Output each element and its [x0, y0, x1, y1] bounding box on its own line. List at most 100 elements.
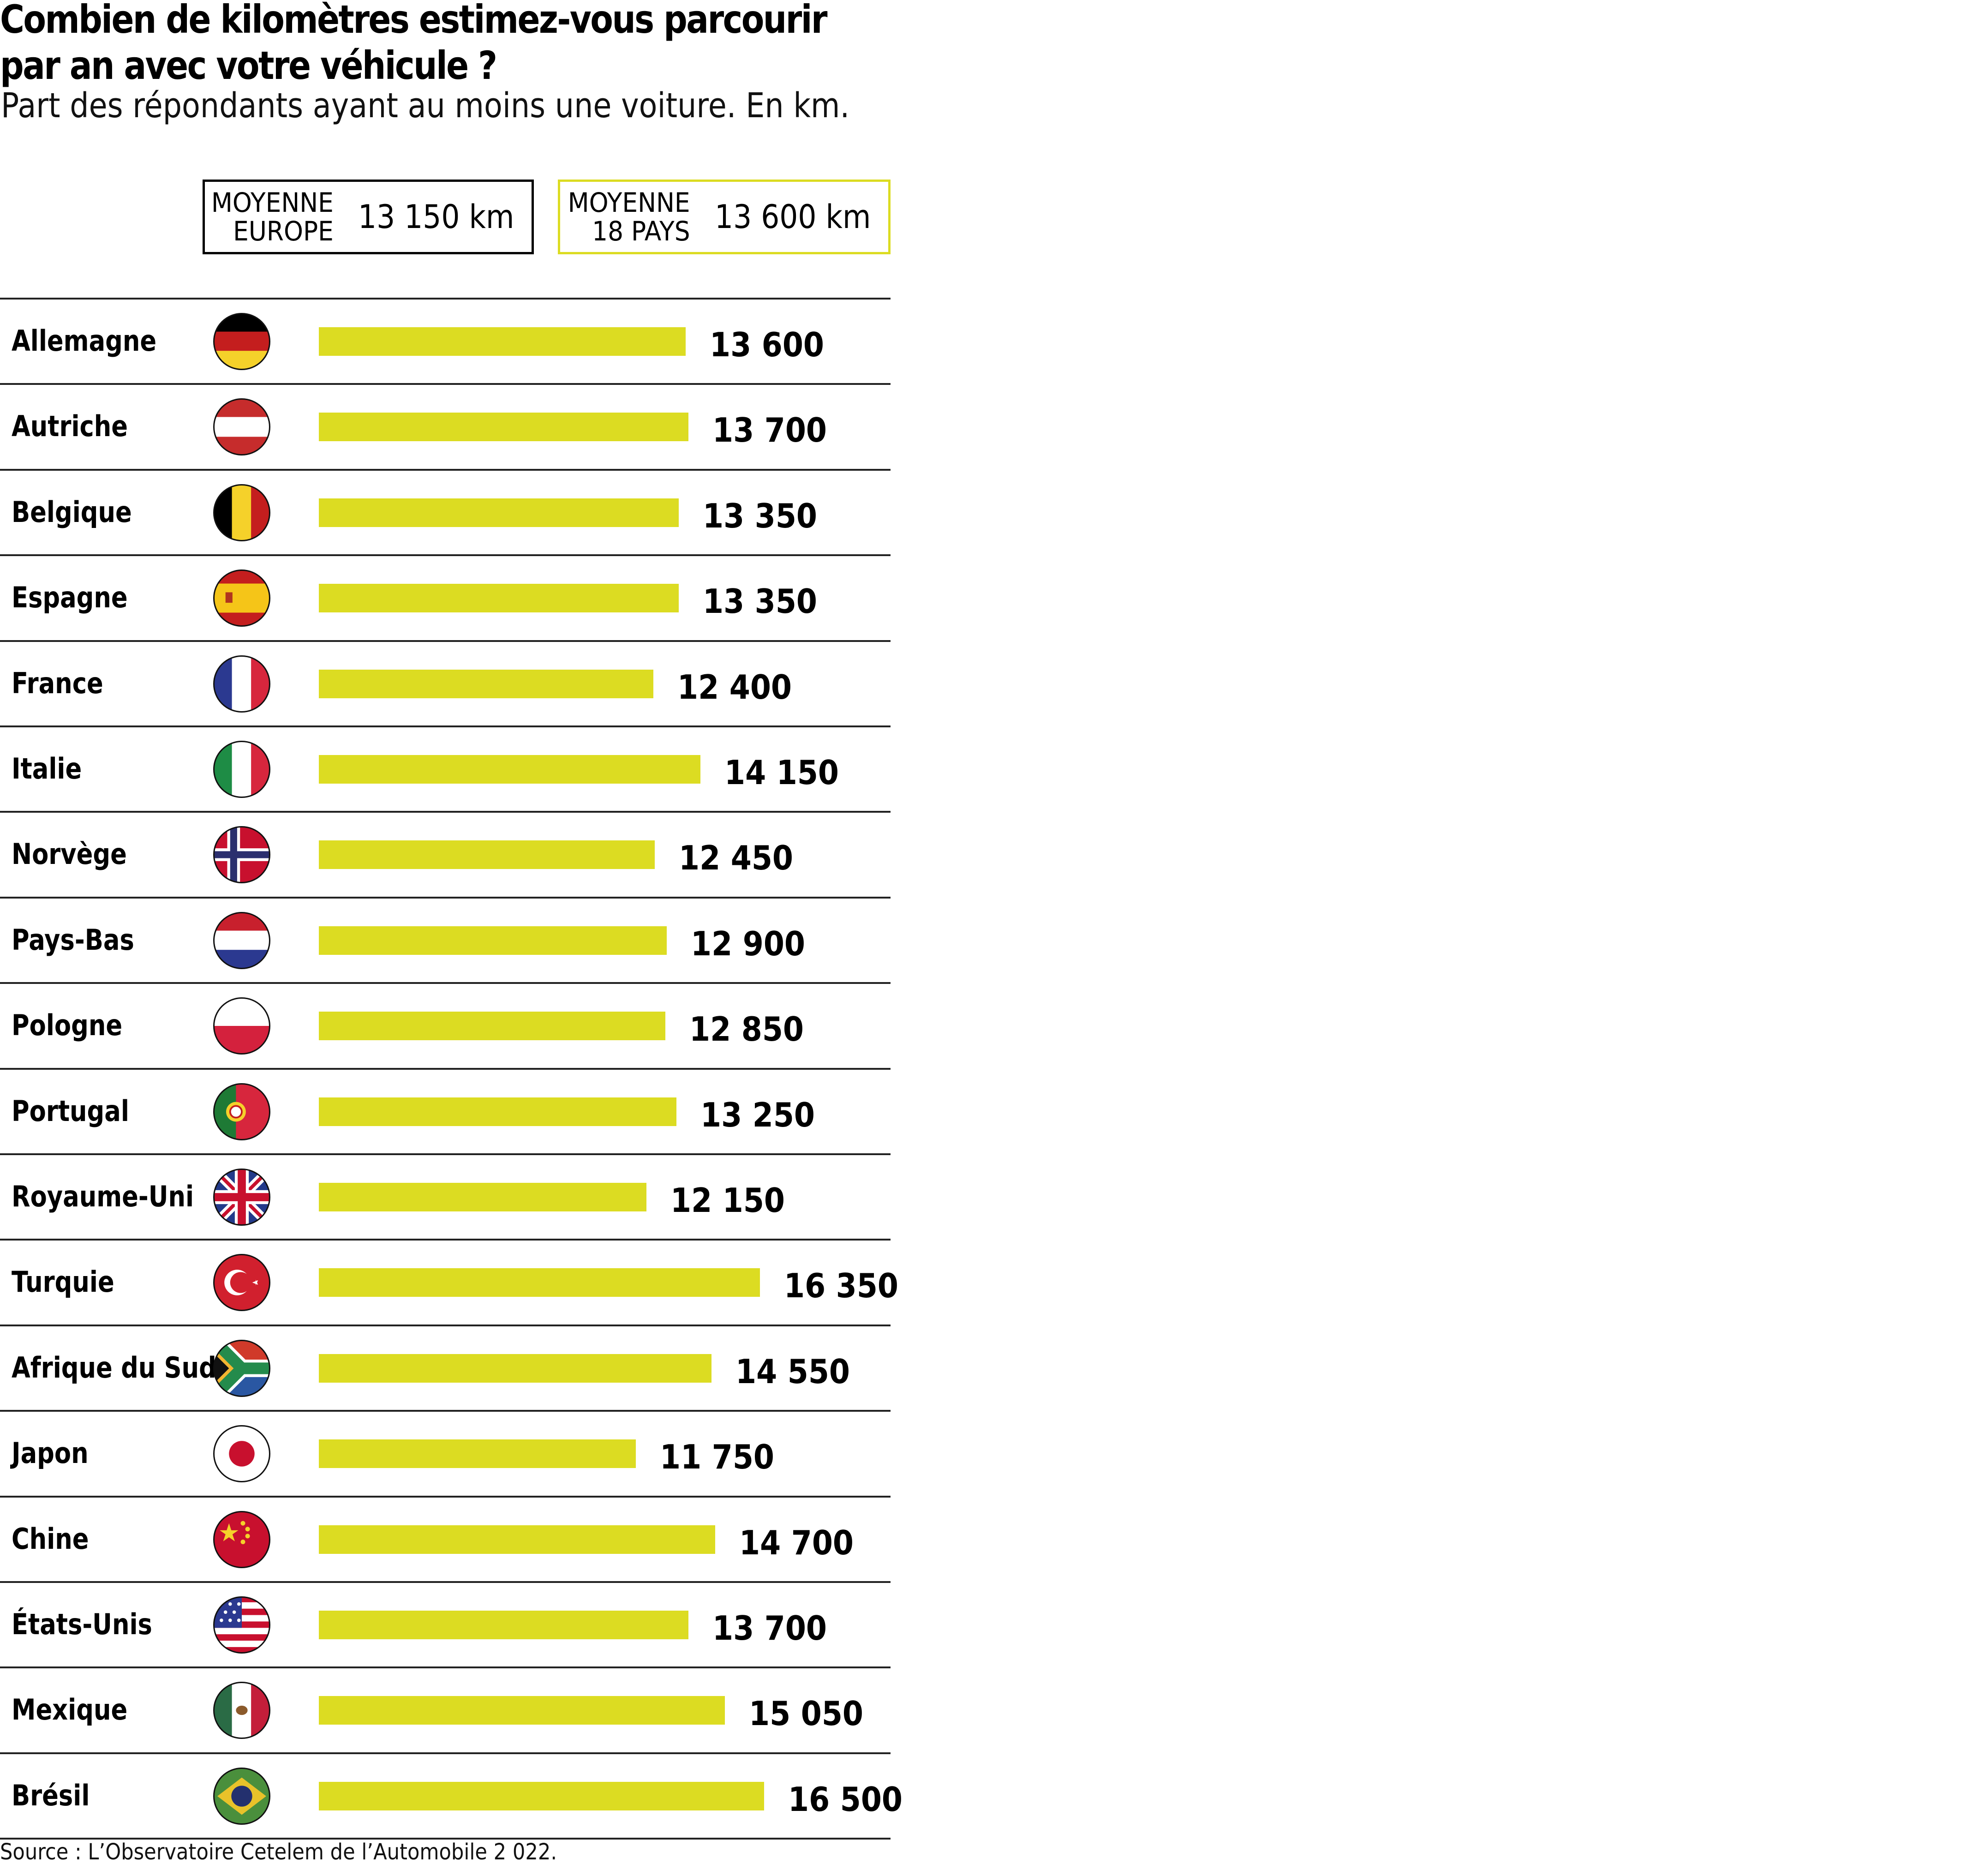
row-separator	[0, 1666, 891, 1669]
bar	[319, 584, 679, 613]
value-label: 13 350	[703, 582, 818, 621]
netherlands-flag-icon	[213, 911, 271, 970]
country-label: Italie	[12, 752, 82, 785]
row-separator	[0, 298, 891, 300]
row-separator	[0, 1838, 891, 1840]
value-label: 16 350	[783, 1266, 898, 1306]
value-label: 13 600	[710, 325, 825, 364]
row-separator	[0, 811, 891, 813]
value-label: 13 700	[712, 1609, 827, 1648]
row-separator	[0, 1410, 891, 1412]
average-18-countries-label: MOYENNE 18 PAYS	[566, 188, 690, 246]
row-separator	[0, 1495, 891, 1498]
table-row: Brésil 16 500	[0, 1753, 903, 1839]
france-flag-icon	[213, 655, 271, 713]
bar	[319, 1354, 711, 1383]
table-row: Royaume-Uni 12 150	[0, 1154, 891, 1240]
bar	[319, 755, 701, 784]
row-separator	[0, 468, 891, 471]
country-label: Allemagne	[12, 324, 157, 358]
bar	[319, 498, 679, 527]
table-row: États-Unis 13 700	[0, 1582, 891, 1667]
value-label: 16 500	[788, 1780, 903, 1819]
value-label: 12 850	[689, 1010, 804, 1049]
austria-flag-icon	[213, 398, 271, 456]
row-separator	[0, 725, 891, 727]
average-18-countries-value: 13 600 km	[715, 198, 871, 236]
country-label: États-Unis	[12, 1607, 152, 1641]
country-label: Turquie	[12, 1265, 114, 1299]
average-europe-value: 13 150 km	[358, 198, 514, 236]
value-label: 13 700	[712, 411, 827, 450]
value-label: 13 250	[700, 1095, 815, 1134]
average-europe-box: MOYENNE EUROPE 13 150 km	[203, 180, 534, 254]
value-label: 11 750	[659, 1438, 774, 1477]
chart-subtitle: Part des répondants ayant au moins une v…	[1, 86, 850, 126]
bar	[319, 669, 653, 698]
table-row: Norvège 12 450	[0, 812, 891, 897]
bar	[319, 926, 667, 955]
mexico-flag-icon	[213, 1681, 271, 1739]
norway-flag-icon	[213, 826, 271, 884]
country-label: Afrique du Sud	[12, 1350, 216, 1385]
south-africa-flag-icon	[213, 1339, 271, 1397]
value-label: 12 450	[678, 839, 793, 878]
table-row: Turquie 16 350	[0, 1240, 898, 1325]
country-label: Espagne	[12, 581, 128, 615]
belgium-flag-icon	[213, 484, 271, 542]
bar	[319, 1611, 688, 1639]
bar	[319, 413, 688, 442]
brazil-flag-icon	[213, 1767, 271, 1825]
value-label: 14 700	[739, 1523, 854, 1562]
value-label: 12 150	[670, 1181, 785, 1220]
usa-flag-icon	[213, 1596, 271, 1654]
average-18-countries-label-line2: 18 PAYS	[592, 216, 690, 247]
table-row: Italie 14 150	[0, 726, 891, 812]
bar	[319, 1012, 666, 1041]
country-label: Belgique	[12, 495, 132, 529]
country-label: Portugal	[12, 1094, 129, 1128]
row-separator	[0, 554, 891, 557]
china-flag-icon	[213, 1510, 271, 1569]
row-separator	[0, 383, 891, 385]
row-separator	[0, 1239, 891, 1241]
value-label: 15 050	[748, 1694, 863, 1733]
value-label: 12 900	[691, 924, 806, 963]
bar	[319, 1097, 676, 1126]
average-europe-label: MOYENNE EUROPE	[210, 188, 334, 246]
japan-flag-icon	[213, 1425, 271, 1483]
title-line-1: Combien de kilomètres estimez-vous parco…	[0, 0, 828, 42]
bar	[319, 840, 655, 869]
country-label: Japon	[12, 1436, 89, 1470]
table-row: Chine 14 700	[0, 1497, 891, 1582]
table-row: Pays-Bas 12 900	[0, 898, 891, 983]
bar	[319, 1183, 647, 1211]
bar	[319, 1525, 716, 1554]
row-separator	[0, 1581, 891, 1583]
table-row: France 12 400	[0, 641, 891, 726]
table-row: Belgique 13 350	[0, 470, 891, 555]
country-label: Pologne	[12, 1008, 123, 1043]
row-separator	[0, 1324, 891, 1326]
bar	[319, 1781, 764, 1810]
table-row: Pologne 12 850	[0, 983, 891, 1068]
country-label: Mexique	[12, 1693, 128, 1727]
country-label: Chine	[12, 1522, 89, 1556]
italy-flag-icon	[213, 740, 271, 798]
table-row: Autriche 13 700	[0, 384, 891, 469]
poland-flag-icon	[213, 997, 271, 1055]
row-separator	[0, 1067, 891, 1070]
row-separator	[0, 640, 891, 642]
country-label: Royaume-Uni	[12, 1180, 194, 1213]
row-separator	[0, 896, 891, 899]
row-separator	[0, 1752, 891, 1754]
value-label: 12 400	[677, 667, 792, 707]
table-row: Espagne 13 350	[0, 555, 891, 641]
bar	[319, 1696, 725, 1725]
country-label: Norvège	[12, 837, 127, 871]
chart-title: Combien de kilomètres estimez-vous parco…	[0, 0, 828, 89]
row-separator	[0, 982, 891, 984]
country-label: France	[12, 666, 103, 700]
source-note: Source : L’Observatoire Cetelem de l’Aut…	[0, 1839, 557, 1865]
table-row: Mexique 15 050	[0, 1667, 891, 1753]
